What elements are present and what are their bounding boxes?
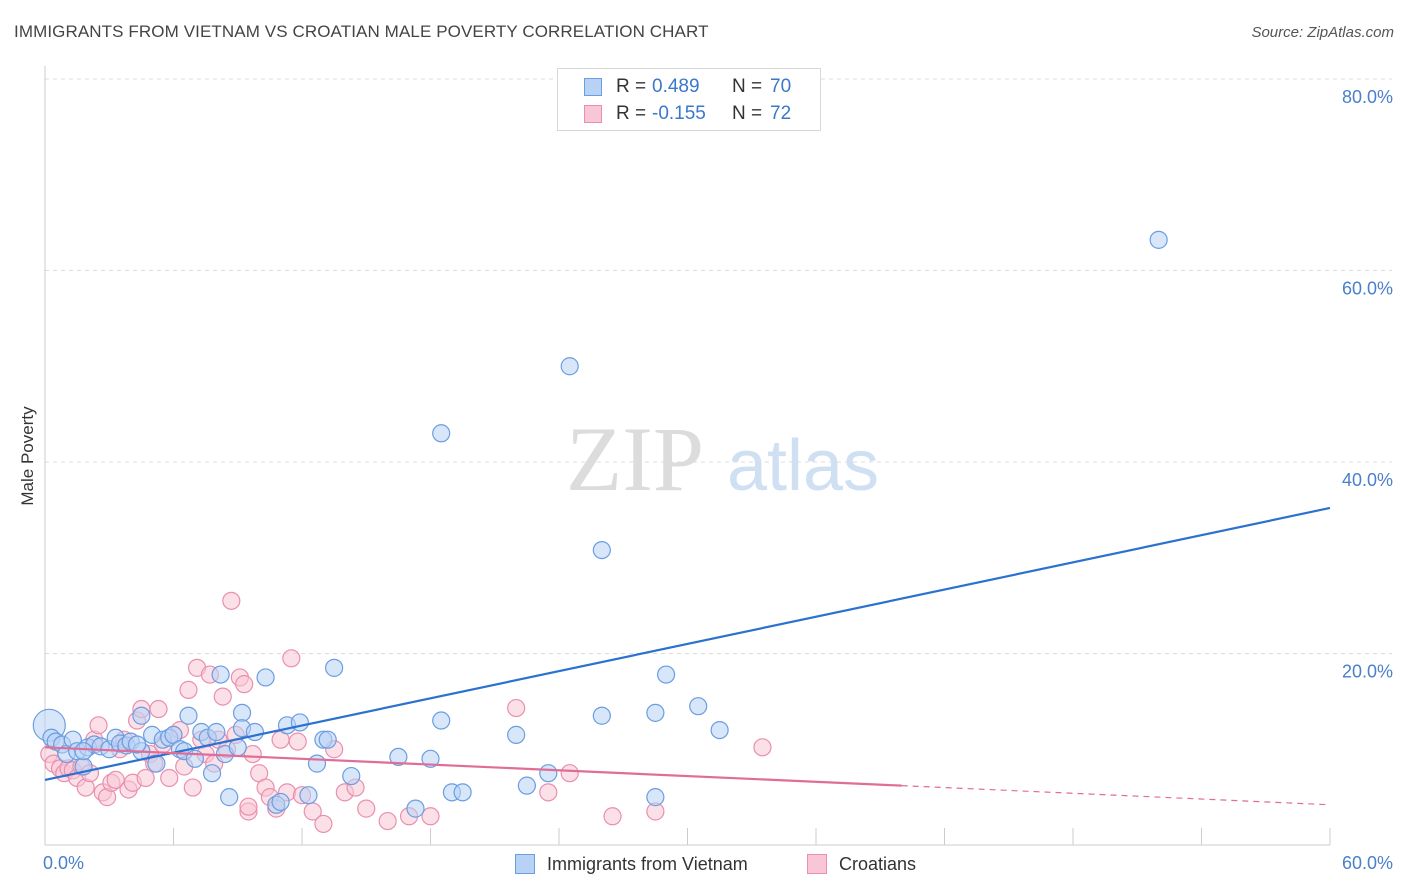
croatians-point bbox=[89, 716, 108, 735]
vietnam-point bbox=[507, 725, 526, 744]
vietnam-point bbox=[432, 711, 451, 730]
croatians-point bbox=[136, 768, 155, 788]
vietnam-point bbox=[132, 706, 151, 725]
source-label: Source: ZipAtlas.com bbox=[1251, 24, 1394, 41]
vietnam-point bbox=[232, 703, 252, 722]
croatians-point bbox=[282, 649, 301, 668]
vietnam-point bbox=[342, 766, 361, 786]
trend-line-croatians-extension bbox=[901, 785, 1331, 806]
vietnam-point bbox=[656, 665, 676, 684]
croatians-point bbox=[243, 744, 262, 764]
vietnam-point bbox=[421, 749, 440, 768]
croatians-point bbox=[239, 797, 258, 816]
legend-n-label: N = bbox=[732, 103, 763, 124]
vietnam-point bbox=[646, 703, 665, 722]
legend-n-value: 72 bbox=[770, 103, 792, 124]
croatians-point bbox=[378, 811, 397, 831]
vietnam-point bbox=[127, 735, 147, 754]
vietnam-point bbox=[592, 540, 611, 560]
correlation-legend: R = 0.489 N = 70 R = -0.155 N = 72 bbox=[557, 68, 821, 131]
trend-line-croatians bbox=[44, 746, 902, 787]
croatians-point bbox=[753, 738, 772, 757]
trend-line-vietnam bbox=[44, 506, 1331, 781]
vietnam-point bbox=[1149, 230, 1168, 249]
vietnam-point bbox=[179, 706, 198, 725]
croatians-point bbox=[179, 680, 198, 699]
vietnam-point bbox=[646, 788, 665, 807]
legend-label-vietnam: Immigrants from Vietnam bbox=[547, 854, 748, 874]
legend-r-label: R = bbox=[616, 103, 647, 124]
vietnam-point bbox=[710, 720, 729, 740]
legend-label-croatians: Croatians bbox=[839, 854, 917, 874]
croatians-point bbox=[421, 807, 440, 826]
y-tick-label: 40.0% bbox=[1342, 470, 1393, 490]
trend-lines bbox=[44, 506, 1331, 806]
vietnam-point bbox=[147, 754, 166, 773]
vietnam-point bbox=[271, 792, 290, 812]
legend-r-value: -0.155 bbox=[652, 103, 706, 124]
vietnam-point bbox=[453, 783, 472, 802]
croatians-point bbox=[314, 814, 333, 834]
croatians-point bbox=[235, 675, 254, 694]
croatians-point bbox=[213, 687, 232, 706]
vietnam-point bbox=[307, 754, 327, 773]
tick-labels: 20.0% 40.0% 60.0% 80.0% 0.0% 60.0% bbox=[43, 87, 1393, 873]
legend-swatch-pink bbox=[584, 105, 602, 123]
vietnam-point bbox=[256, 668, 275, 687]
croatians-point bbox=[160, 768, 179, 788]
vietnam-point bbox=[560, 357, 579, 376]
croatians-point bbox=[288, 732, 307, 751]
croatians-point bbox=[539, 783, 558, 802]
vietnam-point bbox=[290, 713, 309, 732]
vietnam-point bbox=[245, 722, 264, 742]
croatians-point bbox=[222, 591, 241, 610]
vietnam-point bbox=[592, 706, 611, 725]
legend-r-value: 0.489 bbox=[652, 76, 700, 97]
vietnam-point bbox=[517, 776, 536, 795]
vietnam-point bbox=[539, 764, 558, 783]
croatians-point bbox=[149, 699, 168, 719]
vietnam-point bbox=[207, 722, 226, 742]
croatians-point bbox=[603, 807, 622, 826]
vietnam-point bbox=[325, 658, 344, 677]
vietnam-point bbox=[299, 786, 318, 805]
chart-title: IMMIGRANTS FROM VIETNAM VS CROATIAN MALE… bbox=[14, 22, 709, 41]
watermark-zip: ZIP bbox=[566, 408, 704, 510]
legend-n-label: N = bbox=[732, 76, 763, 97]
vietnam-point bbox=[406, 799, 425, 818]
vietnam-point bbox=[202, 764, 222, 783]
legend-r-label: R = bbox=[616, 76, 647, 97]
y-tick-label: 60.0% bbox=[1342, 279, 1393, 299]
vietnam-point bbox=[220, 788, 239, 807]
series-vietnam bbox=[32, 230, 1168, 818]
series-legend: Immigrants from Vietnam Croatians bbox=[0, 852, 1406, 878]
legend-n-value: 70 bbox=[770, 76, 792, 97]
watermark-atlas: atlas bbox=[727, 426, 879, 506]
vietnam-point bbox=[318, 730, 337, 749]
croatians-point bbox=[507, 698, 526, 718]
croatians-point bbox=[357, 799, 376, 818]
x-tick-label-max: 60.0% bbox=[1342, 853, 1393, 873]
watermark: ZIP atlas bbox=[566, 408, 879, 510]
vietnam-point bbox=[74, 742, 93, 761]
grid-lines bbox=[45, 78, 1392, 654]
vietnam-point bbox=[432, 424, 451, 443]
croatians-point bbox=[560, 764, 579, 783]
y-tick-label: 20.0% bbox=[1342, 662, 1393, 682]
vietnam-point bbox=[211, 665, 230, 684]
legend-swatch-blue bbox=[584, 78, 602, 96]
legend-swatch-blue bbox=[515, 854, 535, 874]
croatians-point bbox=[183, 778, 202, 797]
vietnam-point bbox=[689, 697, 708, 716]
x-tick-label-min: 0.0% bbox=[43, 853, 84, 873]
vietnam-point bbox=[389, 747, 408, 767]
legend-swatch-pink bbox=[807, 854, 827, 874]
y-tick-label: 80.0% bbox=[1342, 87, 1393, 107]
